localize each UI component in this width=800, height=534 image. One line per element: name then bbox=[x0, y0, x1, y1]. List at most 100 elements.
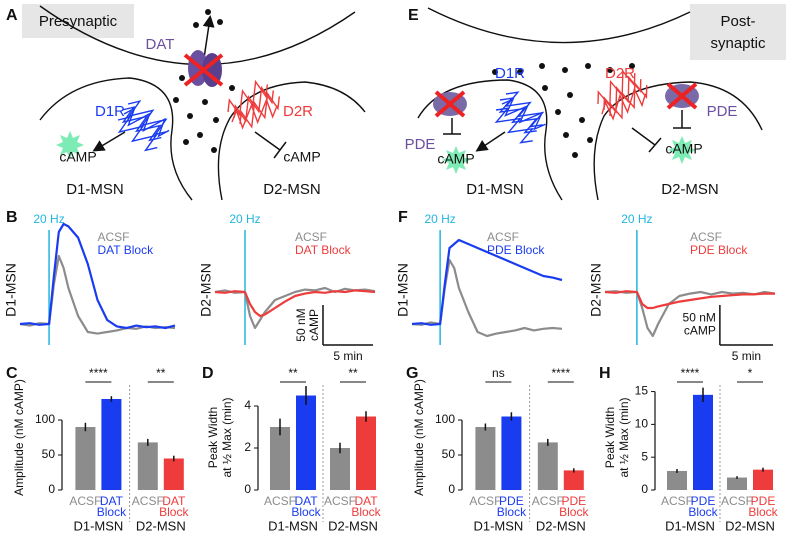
inhibition bbox=[254, 131, 287, 159]
legend-label: ACSF bbox=[690, 230, 722, 244]
cell-label: D2-MSN bbox=[263, 181, 321, 198]
bar bbox=[270, 427, 290, 490]
trace bbox=[19, 222, 176, 330]
y-tick-label: 0 bbox=[641, 482, 648, 496]
y-tick-label: 0 bbox=[48, 482, 55, 496]
y-axis-label: Peak Width bbox=[206, 407, 220, 468]
cell-label: D1-MSN bbox=[466, 181, 524, 198]
x-tick-label: ACSF bbox=[69, 494, 101, 508]
messenger-label: cAMP bbox=[59, 149, 96, 165]
label-box bbox=[22, 4, 134, 38]
bar bbox=[693, 394, 713, 490]
bar bbox=[75, 427, 96, 490]
group-label: D1-MSN bbox=[473, 518, 523, 533]
bar bbox=[501, 416, 522, 490]
panel-letter: H bbox=[599, 365, 611, 382]
y-tick-label: 100 bbox=[435, 412, 455, 426]
group-label: D2-MSN bbox=[536, 518, 586, 533]
messenger-label: cAMP bbox=[665, 141, 702, 157]
significance-label: ** bbox=[156, 366, 166, 380]
legend-label: DAT Block bbox=[295, 243, 352, 257]
transporter-label: DAT bbox=[146, 36, 175, 53]
y-tick-label: 2 bbox=[244, 440, 251, 454]
group-label: D2-MSN bbox=[136, 518, 186, 533]
panel-letter: B bbox=[6, 209, 18, 226]
y-tick-label: 15 bbox=[635, 384, 649, 398]
diagram-e: E Post- synaptic D1R D2R P bbox=[405, 4, 786, 201]
receptor-label: D2R bbox=[283, 103, 313, 120]
dopamine bbox=[492, 63, 635, 158]
legend-label: PDE Block bbox=[487, 243, 545, 257]
y-tick-label: 5 bbox=[641, 449, 648, 463]
enzyme bbox=[433, 90, 467, 118]
y-tick-label: 4 bbox=[244, 398, 251, 412]
bar bbox=[475, 427, 496, 490]
stim-label: 20 Hz bbox=[424, 212, 455, 226]
cell-outline bbox=[39, 77, 193, 201]
messenger-label: cAMP bbox=[283, 149, 320, 165]
trace bbox=[19, 254, 176, 335]
panel-letter: F bbox=[398, 209, 408, 226]
bar bbox=[753, 469, 773, 490]
y-axis-label: Amplitude (nM cAMP) bbox=[12, 379, 26, 496]
panel-letter: E bbox=[408, 7, 419, 24]
messenger-label: cAMP bbox=[437, 151, 474, 167]
scale-bar-label: 50 nM bbox=[683, 311, 716, 325]
y-tick-label: 50 bbox=[442, 447, 456, 461]
scale-bar-label: 50 nM bbox=[294, 308, 308, 341]
bar bbox=[330, 448, 350, 490]
y-tick-label: 50 bbox=[42, 447, 56, 461]
x-tick-label: PDE Block bbox=[497, 494, 527, 519]
scale-bar-label: 5 min bbox=[333, 349, 362, 363]
trace bbox=[214, 289, 376, 318]
y-tick-label: 10 bbox=[635, 417, 649, 431]
enzyme-label: PDE bbox=[707, 103, 738, 120]
group-label: D1-MSN bbox=[665, 518, 715, 533]
x-tick-label: DAT Block bbox=[291, 494, 321, 519]
group-label: D2-MSN bbox=[725, 518, 775, 533]
y-tick-label: 0 bbox=[244, 482, 251, 496]
group-label: D1-MSN bbox=[268, 518, 318, 533]
cell-outline bbox=[417, 79, 563, 201]
y-tick-label: 0 bbox=[448, 482, 455, 496]
y-tick-label: 100 bbox=[35, 412, 55, 426]
cell-label: D1-MSN bbox=[66, 181, 124, 198]
bar bbox=[296, 395, 316, 490]
y-axis-label: D1-MSN bbox=[3, 263, 19, 317]
group-label: D1-MSN bbox=[73, 518, 123, 533]
receptor-label: D2R bbox=[605, 65, 635, 82]
significance-label: **** bbox=[89, 366, 108, 380]
x-tick-label: ACSF bbox=[469, 494, 501, 508]
y-axis-label: D2-MSN bbox=[588, 263, 604, 317]
box-label: Presynaptic bbox=[39, 13, 118, 30]
receptor-label: D1R bbox=[95, 103, 125, 120]
panel-letter: G bbox=[406, 365, 418, 382]
legend-label: DAT Block bbox=[98, 243, 155, 257]
x-tick-label: ACSF bbox=[661, 494, 693, 508]
box-label: synaptic bbox=[710, 35, 766, 52]
cell-outline bbox=[593, 81, 763, 201]
cell-outline bbox=[217, 81, 366, 201]
panel-letter: C bbox=[6, 365, 18, 382]
y-axis-label: Amplitude (nM cAMP) bbox=[412, 379, 426, 496]
trace bbox=[604, 290, 775, 310]
legend-label: PDE Block bbox=[690, 243, 748, 257]
x-tick-label: DAT Block bbox=[159, 494, 189, 519]
inhibition bbox=[443, 110, 691, 153]
legend-label: ACSF bbox=[98, 230, 130, 244]
stim-label: 20 Hz bbox=[33, 212, 64, 226]
y-axis-label: D2-MSN bbox=[198, 263, 214, 317]
transporter bbox=[183, 50, 224, 87]
legend-label: ACSF bbox=[295, 230, 327, 244]
panel-letter: D bbox=[202, 365, 214, 382]
bar bbox=[137, 442, 158, 490]
diagram-a: A Presynaptic DAT D1R D2R cAMP cA bbox=[6, 4, 366, 201]
enzyme bbox=[665, 82, 699, 110]
receptor-label: D1R bbox=[495, 65, 525, 82]
significance-label: ** bbox=[348, 366, 358, 380]
scale-bar-label: cAMP bbox=[307, 309, 321, 341]
scale-bar-label: cAMP bbox=[684, 324, 716, 338]
bar bbox=[727, 477, 747, 490]
x-tick-label: DAT Block bbox=[351, 494, 381, 519]
enzyme-label: PDE bbox=[405, 136, 436, 153]
